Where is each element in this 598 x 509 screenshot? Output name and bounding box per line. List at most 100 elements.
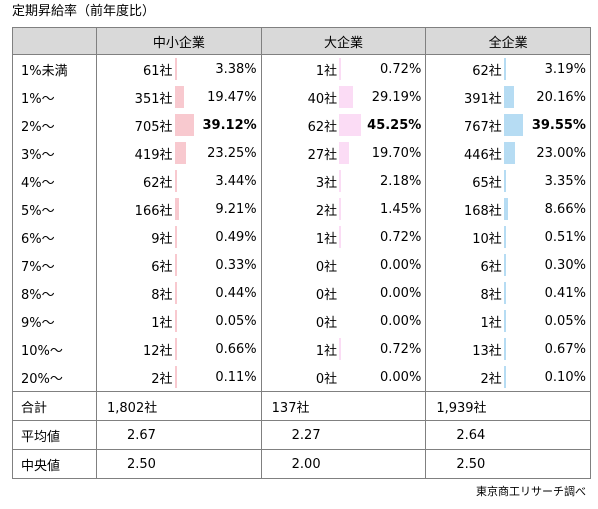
row-label: 7%～ [12,251,97,279]
bar-cell-large [339,111,367,139]
bar-track [339,254,367,276]
bar-all [503,254,506,276]
pct-sme: 0.33% [202,251,262,279]
pct-all: 3.35% [531,167,591,195]
row-label: 2%～ [12,111,97,139]
bar-track [339,114,367,136]
bar-track [503,114,532,136]
pct-value: 0.44% [215,285,257,301]
pct-large: 0.72% [367,54,427,83]
bar-all [503,198,509,220]
bar-large [339,338,342,360]
summary-row: 中央値 2.50 2.00 2.50 [12,449,591,479]
summary-all: 2.64 [425,420,591,450]
pct-value: 8.66% [544,201,586,217]
bar-cell-all [503,251,532,279]
bar-track [503,58,532,80]
bar-cell-all [503,223,532,251]
bar-large [339,142,349,164]
row-label: 9%～ [12,307,97,335]
pct-value: 0.66% [215,341,257,357]
pct-all: 0.67% [531,335,591,363]
table-row: 4%～ 62社 3.44% 3社 2.18% 65社 3.35% [12,167,591,195]
count-sme: 705社 [134,119,173,135]
bar-cell-all [503,139,532,167]
bar-sme [174,338,177,360]
bar-cell-large [339,251,367,279]
chart-title: 定期昇給率（前年度比） [12,4,156,19]
bar-all [503,366,506,388]
summary-large: 2.00 [260,449,426,479]
pct-value: 39.12% [202,117,257,133]
bar-cell-sme [174,55,203,84]
pct-value: 0.00% [380,257,422,273]
pct-all: 0.41% [531,279,591,307]
count-sme: 8社 [151,287,173,303]
bar-sme [174,310,177,332]
bar-cell-large [339,167,367,195]
row-label: 8%～ [12,279,97,307]
table-row: 10%～ 12社 0.66% 1社 0.72% 13社 0.67% [12,335,591,363]
pct-sme: 0.44% [202,279,262,307]
pct-value: 3.35% [544,173,586,189]
bar-cell-sme [174,195,203,223]
pct-all: 0.10% [531,363,591,392]
pct-value: 29.19% [371,89,422,105]
bar-cell-large [339,279,367,307]
count-sme: 9社 [151,231,173,247]
bar-cell-large [339,363,368,392]
header-sme: 中小企業 [96,27,262,55]
pct-all: 8.66% [531,195,591,223]
bar-track [339,226,367,248]
bar-sme [174,58,177,80]
count-all: 446社 [463,147,502,163]
count-all: 10社 [472,231,502,247]
row-label: 1%未満 [12,54,97,83]
pct-value: 0.72% [380,341,422,357]
summary-row: 平均値 2.67 2.27 2.64 [12,420,591,450]
pct-value: 19.70% [371,145,422,161]
bar-cell-large [339,307,367,335]
bar-all [503,338,506,360]
bar-all [503,114,524,136]
bar-large [339,198,342,220]
bar-track [503,310,532,332]
bar-cell-all [503,279,532,307]
bar-all [503,282,506,304]
bar-cell-all [503,111,532,139]
pct-value: 45.25% [367,117,422,133]
table-row: 20%～ 2社 0.11% 0社 0.00% 2社 0.10% [12,363,591,392]
summary-label: 中央値 [12,449,97,479]
summary-sme: 2.50 [96,449,262,479]
bar-cell-sme [174,139,203,167]
bar-cell-large [339,335,367,363]
count-sme: 351社 [134,91,173,107]
pct-value: 19.47% [207,89,257,105]
pct-sme: 3.38% [202,54,262,83]
pct-large: 1.45% [367,195,427,223]
pct-value: 0.67% [544,341,586,357]
summary-large: 2.27 [260,420,426,450]
count-large: 62社 [307,119,338,135]
bar-sme [174,282,177,304]
count-sme: 419社 [134,147,173,163]
summary-sme: 1,802社 [96,391,262,421]
pct-value: 23.25% [207,145,257,161]
bar-all [503,86,514,108]
count-large: 3社 [315,175,338,191]
bar-large [339,114,362,136]
bar-track [339,310,367,332]
bar-track [174,58,203,80]
bar-track [503,86,532,108]
row-label: 4%～ [12,167,97,195]
pct-sme: 19.47% [202,83,262,111]
bar-track [174,254,203,276]
pct-value: 3.38% [215,61,257,77]
count-all: 6社 [480,259,502,275]
bar-cell-sme [174,307,203,335]
bar-cell-sme [174,167,203,195]
bar-cell-all [503,195,532,223]
raise-rate-table: 中小企業 大企業 全企業 1%未満 61社 3.38% 1社 0.72% 62社 3.19%… [12,27,591,479]
bar-sme [174,198,179,220]
table-row: 2%～ 705社 39.12% 62社 45.25% 767社 39.55% [12,111,591,139]
